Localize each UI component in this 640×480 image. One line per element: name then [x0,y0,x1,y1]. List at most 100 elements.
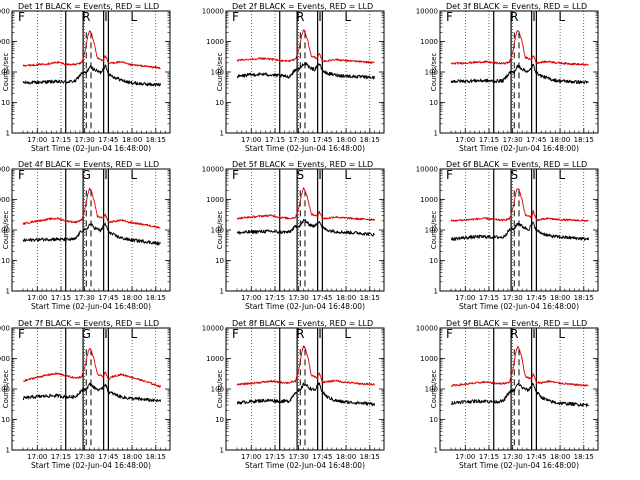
x-tick-label: 17:15 [265,294,285,302]
series-line-lld [236,187,375,221]
interval-letter: I [532,168,536,182]
y-tick-label: 100 [211,69,224,77]
x-tick-label: 17:15 [479,453,499,461]
interval-letter: G [82,168,91,182]
series-line-events [236,61,375,80]
chart-title: Det 7f BLACK = Events, RED = LLD [18,319,159,328]
series-line-events [22,222,161,246]
y-tick-label: 10000 [0,8,10,16]
interval-letter: L [558,168,565,182]
x-tick-label: 17:15 [479,136,499,144]
y-tick-label: 1 [220,447,224,455]
x-tick-label: 17:15 [51,136,71,144]
interval-letter: G [82,327,91,341]
y-tick-label: 10 [429,257,438,265]
x-tick-label: 17:00 [27,453,47,461]
y-tick-label: 100 [425,69,438,77]
y-tick-label: 1 [220,288,224,296]
x-tick-label: 17:00 [455,453,475,461]
y-axis-label: Counts/sec [216,370,224,409]
chart-title: Det 5f BLACK = Events, RED = LLD [232,160,373,169]
y-tick-label: 1000 [0,355,10,363]
series-line-events [450,63,589,85]
y-tick-label: 1 [6,447,10,455]
x-tick-label: 18:00 [550,136,570,144]
x-tick-label: 17:15 [265,453,285,461]
x-tick-label: 18:15 [146,453,166,461]
interval-letter: S [510,168,518,182]
interval-letter: S [296,168,304,182]
x-tick-label: 17:00 [455,294,475,302]
y-tick-label: 100 [0,227,10,235]
x-tick-label: 18:15 [146,136,166,144]
chart-title: Det 3f BLACK = Events, RED = LLD [446,2,587,11]
series-line-lld [450,345,589,387]
y-tick-label: 1 [434,447,438,455]
series-line-events [236,382,375,407]
y-tick-label: 10 [429,99,438,107]
interval-letter: L [344,168,351,182]
y-tick-label: 1 [6,130,10,138]
y-axis-label: Counts/sec [2,211,10,250]
interval-letter: L [558,10,565,24]
x-tick-label: 18:15 [574,294,594,302]
y-tick-label: 1 [434,288,438,296]
x-axis-label: Start Time (02-Jun-04 16:48:00) [31,302,151,311]
y-tick-label: 1 [434,130,438,138]
x-tick-label: 18:15 [360,136,380,144]
interval-letter: R [296,327,304,341]
interval-letter: I [104,10,108,24]
chart-panel-9f: Det 9f BLACK = Events, RED = LLD Counts/s… [416,319,599,470]
series-line-events [236,219,375,237]
x-tick-label: 17:45 [526,294,546,302]
series-line-lld [450,188,589,222]
y-tick-label: 100 [211,386,224,394]
x-tick-label: 18:15 [360,294,380,302]
interval-letter: F [18,168,25,182]
y-axis-label: Counts/sec [430,370,438,409]
chart-panel-5f: Det 5f BLACK = Events, RED = LLD Counts/s… [202,160,385,311]
y-tick-label: 1000 [420,355,438,363]
interval-letter: F [446,168,453,182]
series-line-lld [22,187,161,229]
x-tick-label: 17:45 [312,294,332,302]
series-line-events [22,382,161,403]
interval-letter: I [104,327,108,341]
interval-letter: I [532,327,536,341]
series-line-events [450,382,589,407]
x-tick-label: 18:00 [122,136,142,144]
y-tick-label: 10 [1,416,10,424]
y-tick-label: 10 [215,416,224,424]
interval-letter: I [532,10,536,24]
y-tick-label: 10000 [202,325,224,333]
chart-title: Det 2f BLACK = Events, RED = LLD [232,2,373,11]
interval-letter: R [296,10,304,24]
x-tick-label: 17:00 [241,453,261,461]
x-tick-label: 18:00 [122,453,142,461]
y-tick-label: 1000 [206,38,224,46]
x-tick-label: 17:15 [265,136,285,144]
y-tick-label: 1000 [0,196,10,204]
y-tick-label: 100 [211,227,224,235]
x-tick-label: 18:00 [550,453,570,461]
y-tick-label: 100 [425,227,438,235]
y-tick-label: 10000 [416,8,438,16]
interval-letter: I [104,168,108,182]
y-tick-label: 1 [6,288,10,296]
interval-letter: L [130,10,137,24]
x-tick-label: 17:45 [526,136,546,144]
interval-letter: L [130,327,137,341]
x-tick-label: 18:15 [574,136,594,144]
x-tick-label: 17:45 [312,453,332,461]
y-axis-label: Counts/sec [2,370,10,409]
x-tick-label: 17:30 [503,294,523,302]
interval-letter: F [446,327,453,341]
y-tick-label: 100 [425,386,438,394]
y-tick-label: 1000 [420,196,438,204]
interval-letter: I [318,327,322,341]
y-axis-label: Counts/sec [430,211,438,250]
interval-letter: R [510,10,518,24]
interval-letter: F [446,10,453,24]
x-tick-label: 17:30 [75,453,95,461]
